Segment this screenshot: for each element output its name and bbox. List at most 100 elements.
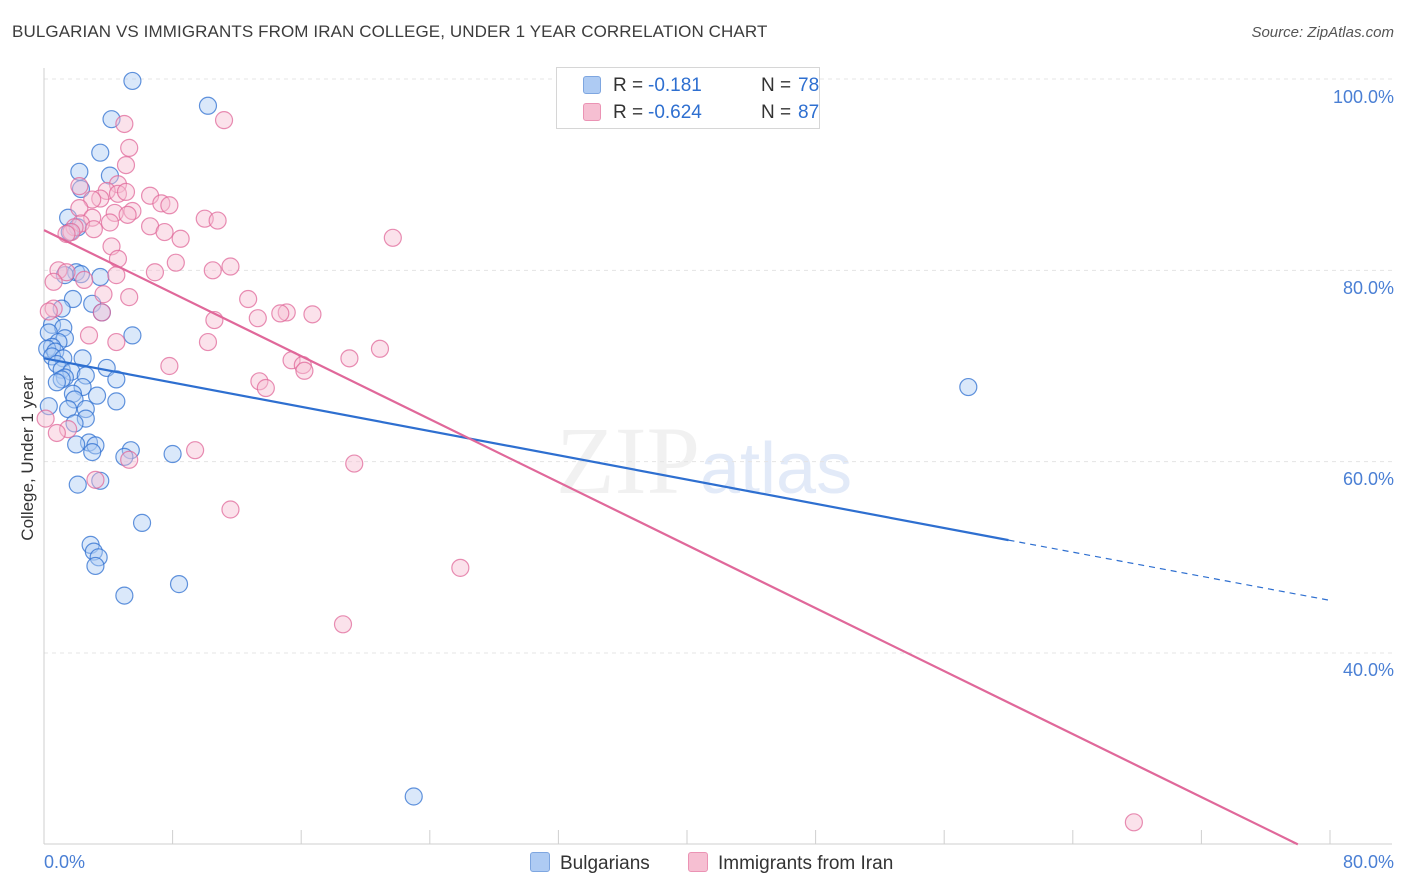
iran-point-14 bbox=[160, 196, 179, 215]
iran-point-47 bbox=[277, 303, 296, 322]
bulgarian-point-54 bbox=[163, 444, 182, 464]
bulgarian-point-3 bbox=[91, 143, 110, 162]
iran-point-74 bbox=[1124, 813, 1143, 832]
iran-point-43 bbox=[120, 288, 139, 307]
r-value: -0.181 bbox=[648, 75, 702, 96]
bulgarian-point-50 bbox=[67, 435, 86, 454]
chart-title: BULGARIAN VS IMMIGRANTS FROM IRAN COLLEG… bbox=[12, 22, 768, 41]
bulgarian-point-29 bbox=[73, 349, 92, 368]
bulgarian-trend-extension bbox=[1008, 539, 1331, 601]
r-label: R = bbox=[613, 75, 644, 96]
correlation-legend: R = -0.181 N = 78 R = -0.624 N = 87 bbox=[556, 67, 820, 129]
bulgarian-point-58 bbox=[132, 513, 152, 532]
legend-item-bulgarians[interactable]: Bulgarians bbox=[530, 852, 650, 875]
bulgarian-point-53 bbox=[83, 443, 102, 462]
bulgarian-point-41 bbox=[87, 386, 107, 405]
swatch-pink-icon bbox=[583, 103, 601, 121]
iran-point-66 bbox=[47, 423, 66, 443]
x-tick-label-max: 80.0% bbox=[1342, 852, 1394, 872]
iran-point-68 bbox=[120, 450, 139, 469]
bulgarian-point-6 bbox=[71, 179, 91, 199]
y-tick-label-40: 40.0% bbox=[1342, 660, 1394, 680]
watermark-zip: ZIP bbox=[556, 407, 700, 514]
y-axis-label: College, Under 1 year bbox=[18, 375, 37, 541]
iran-point-17 bbox=[118, 205, 137, 224]
bulgarian-point-55 bbox=[115, 447, 134, 466]
iran-point-30 bbox=[57, 224, 76, 244]
iran-point-48 bbox=[303, 305, 322, 324]
n-label: N = bbox=[761, 75, 792, 96]
iran-point-27 bbox=[155, 222, 174, 242]
bulgarian-point-43 bbox=[107, 392, 126, 411]
iran-point-51 bbox=[92, 303, 111, 322]
iran-point-69 bbox=[345, 454, 364, 473]
bulgarian-point-36 bbox=[52, 370, 71, 389]
bulgarian-point-0 bbox=[123, 71, 142, 91]
bulgarian-point-57 bbox=[68, 475, 87, 494]
iran-point-54 bbox=[107, 332, 126, 352]
bulgarian-point-60 bbox=[84, 542, 103, 561]
iran-point-41 bbox=[44, 272, 63, 291]
bulgarian-point-37 bbox=[47, 373, 66, 392]
iran-point-29 bbox=[383, 228, 402, 247]
iran-point-67 bbox=[186, 441, 205, 460]
bulgarian-point-1 bbox=[198, 96, 218, 115]
r-value: -0.624 bbox=[648, 102, 702, 123]
iran-point-20 bbox=[208, 211, 227, 230]
iran-point-57 bbox=[340, 349, 359, 368]
iran-point-1 bbox=[115, 114, 134, 134]
iran-trend-line bbox=[43, 229, 1299, 846]
iran-point-53 bbox=[79, 326, 99, 345]
iran-point-45 bbox=[44, 299, 63, 318]
bulgarian-point-65 bbox=[959, 377, 978, 397]
n-label: N = bbox=[761, 102, 792, 123]
bulgarian-trend-line bbox=[43, 357, 1009, 542]
bulgarian-point-47 bbox=[76, 409, 95, 428]
iran-point-44 bbox=[239, 289, 258, 309]
iran-point-3 bbox=[116, 156, 136, 175]
swatch-blue-icon bbox=[583, 76, 601, 94]
y-tick-label-100: 100.0% bbox=[1332, 87, 1394, 107]
iran-point-0 bbox=[214, 111, 234, 130]
x-tick-label-min: 0.0% bbox=[44, 852, 86, 872]
bulgarian-point-13 bbox=[91, 267, 110, 287]
iran-point-62 bbox=[250, 372, 269, 391]
bulgarian-point-21 bbox=[123, 326, 142, 345]
iran-point-8 bbox=[116, 182, 136, 201]
iran-point-34 bbox=[221, 257, 240, 276]
legend-pink-swatch-icon bbox=[688, 852, 708, 872]
y-tick-label-60: 60.0% bbox=[1342, 469, 1394, 489]
bulgarian-point-66 bbox=[404, 787, 423, 806]
n-value: 78 bbox=[798, 75, 820, 96]
iran-point-42 bbox=[94, 285, 113, 304]
iran-point-11 bbox=[83, 190, 102, 209]
iran-point-65 bbox=[59, 420, 78, 439]
iran-point-63 bbox=[256, 378, 275, 398]
iran-point-33 bbox=[166, 253, 185, 272]
iran-point-49 bbox=[271, 304, 290, 323]
legend-blue-swatch-icon bbox=[530, 852, 550, 872]
n-value: 87 bbox=[798, 102, 820, 123]
iran-point-73 bbox=[333, 615, 353, 634]
iran-point-13 bbox=[70, 199, 89, 218]
bulgarian-point-46 bbox=[76, 399, 95, 419]
bulgarian-point-11 bbox=[71, 265, 91, 284]
iran-point-64 bbox=[36, 409, 55, 428]
iran-point-24 bbox=[84, 220, 103, 239]
legend-item-iran[interactable]: Immigrants from Iran bbox=[688, 852, 893, 875]
legend-label-bulgarians: Bulgarians bbox=[560, 853, 650, 874]
legend-label-iran: Immigrants from Iran bbox=[718, 853, 894, 874]
iran-point-2 bbox=[120, 138, 139, 157]
iran-point-61 bbox=[295, 361, 314, 380]
iran-point-70 bbox=[86, 470, 105, 489]
iran-point-71 bbox=[221, 500, 240, 519]
bulgarian-point-64 bbox=[115, 586, 134, 605]
iran-point-38 bbox=[145, 263, 165, 282]
iran-point-46 bbox=[39, 302, 58, 321]
iran-point-56 bbox=[370, 339, 390, 358]
y-tick-label-80: 80.0% bbox=[1342, 278, 1394, 298]
iran-point-18 bbox=[83, 208, 102, 227]
iran-point-28 bbox=[171, 229, 190, 248]
bulgarian-point-62 bbox=[86, 556, 105, 576]
